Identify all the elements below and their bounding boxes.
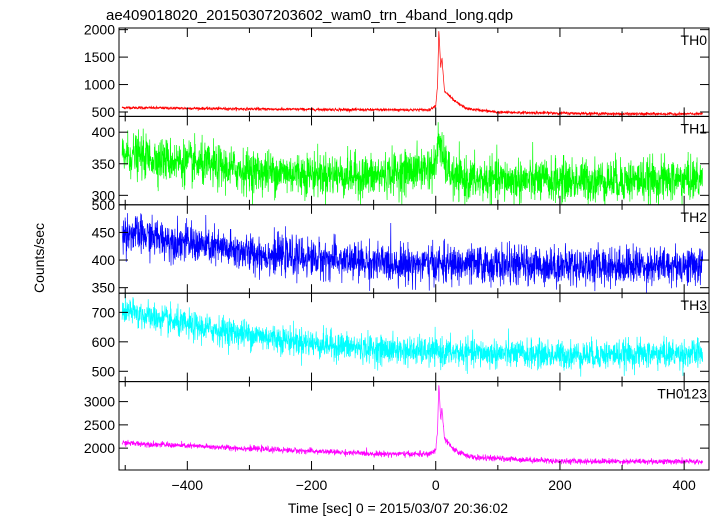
panel-frame-th3 <box>118 292 710 383</box>
x-tick-label: −400 <box>172 477 204 493</box>
series-line-th2 <box>121 213 704 294</box>
y-tick-label-th3: 500 <box>92 363 116 379</box>
y-tick-label-th1: 350 <box>92 156 116 172</box>
chart-title: ae409018020_20150307203602_wam0_trn_4ban… <box>106 7 513 24</box>
y-tick-label-th0123: 2000 <box>84 440 115 456</box>
y-tick-label-th2: 500 <box>92 197 116 213</box>
x-tick-label: −200 <box>296 477 328 493</box>
x-tick-label: 200 <box>548 477 572 493</box>
y-tick-label-th2: 400 <box>92 252 116 268</box>
x-tick-label: 0 <box>432 477 440 493</box>
y-tick-label-th1: 400 <box>92 124 116 140</box>
y-tick-label-th0: 1000 <box>84 77 115 93</box>
panel-label-th0123: TH0123 <box>657 386 707 402</box>
y-tick-label-th2: 450 <box>92 224 116 240</box>
panel-label-th2: TH2 <box>681 209 708 225</box>
x-tick-label: 400 <box>672 477 696 493</box>
series-line-th0 <box>121 31 703 117</box>
y-tick-label-th2: 350 <box>92 280 116 296</box>
series-line-th0123 <box>121 385 704 466</box>
panel-frame-th2 <box>118 204 710 294</box>
y-tick-label-th1: 300 <box>92 187 116 203</box>
y-tick-label-th3: 700 <box>92 304 116 320</box>
series-line-th1 <box>121 122 704 205</box>
y-tick-label-th0: 2000 <box>84 22 115 38</box>
y-axis-label: Counts/sec <box>31 223 47 293</box>
panel-frame-th0123 <box>118 381 710 471</box>
y-tick-label-th0: 500 <box>92 104 116 120</box>
y-tick-label-th0123: 3000 <box>84 394 115 410</box>
panel-label-th3: TH3 <box>681 297 708 313</box>
x-axis-label: Time [sec] 0 = 2015/03/07 20:36:02 <box>288 500 508 516</box>
panel-label-th1: TH1 <box>681 120 708 136</box>
panel-frame-th0 <box>118 27 710 117</box>
y-tick-label-th0123: 2500 <box>84 417 115 433</box>
y-tick-label-th3: 600 <box>92 334 116 350</box>
panel-label-th0: TH0 <box>681 32 708 48</box>
series-line-th3 <box>121 293 704 377</box>
y-tick-label-th0: 1500 <box>84 49 115 65</box>
